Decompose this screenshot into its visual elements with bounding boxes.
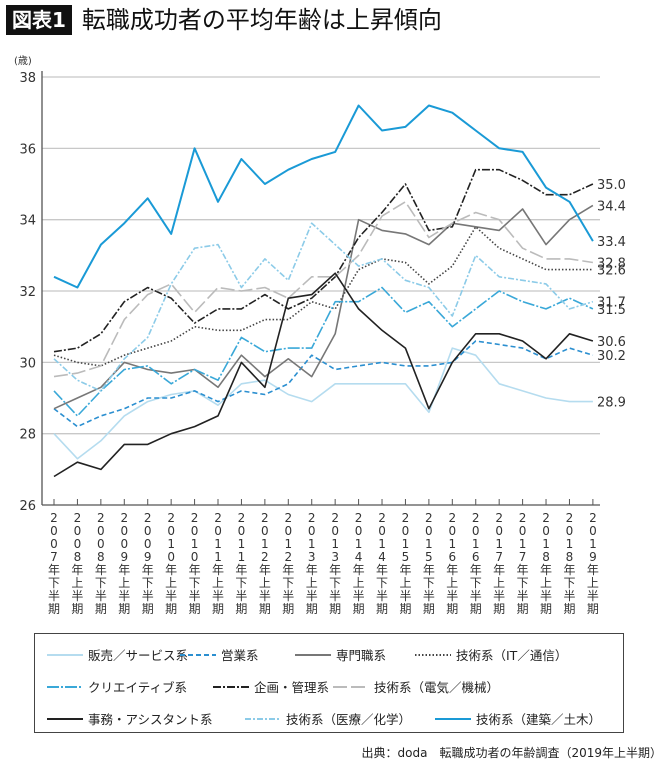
x-tick-label: 2 0 1 5 年下半期 [423,511,435,616]
x-tick-label: 2 0 0 9 年下半期 [142,511,154,616]
legend-item: 営業系 [180,645,259,664]
end-value-label: 34.4 [597,199,626,214]
x-tick-label: 2 0 0 8 年下半期 [95,511,107,616]
x-tick-label: 2 0 1 2 年下半期 [282,511,294,616]
legend-label: 技術系（電気／機械） [374,680,500,695]
x-tick-label: 2 0 1 9 年上半期 [587,511,599,616]
legend-label: 販売／サービス系 [88,648,189,663]
x-tick-label: 2 0 0 7 年下半期 [48,511,60,616]
x-tick-label: 2 0 1 5 年上半期 [399,511,411,616]
x-tick-label: 2 0 1 7 年上半期 [493,511,505,616]
series-line [53,168,594,353]
series-line [53,226,593,367]
end-value-label: 31.5 [597,303,626,318]
x-tick-label: 2 0 1 1 年下半期 [235,511,247,616]
chart-title: 図表1 転職成功者の平均年齢は上昇傾向 [6,5,442,35]
legend-item: 技術系（IT／通信） [415,645,567,664]
source-note: 出典：doda 転職成功者の年齢調査（2019年上半期） [361,746,662,760]
series-line [53,222,594,392]
legend-item: 販売／サービス系 [47,645,188,664]
x-tick-label: 2 0 1 6 年上半期 [446,511,458,616]
series-line [53,272,594,478]
legend-label: 営業系 [221,648,259,663]
series-line [53,347,593,460]
x-tick-label: 2 0 1 3 年下半期 [329,511,341,616]
legend-label: 事務・アシスタント系 [88,712,213,727]
x-tick-label: 2 0 1 8 年上半期 [540,511,552,616]
legend-swatch [47,653,83,656]
legend-swatch [435,717,471,720]
legend-item: 専門職系 [295,645,386,664]
y-tick-label: 32 [19,285,36,300]
legend-item: 企画・管理系 [213,677,329,696]
legend-item: 技術系（建築／土木） [435,709,601,728]
legend-item: 技術系（電気／機械） [333,677,499,696]
legend-swatch [180,653,216,656]
series-line [53,104,594,289]
legend-swatch [213,685,249,688]
x-tick-label: 2 0 1 1 年上半期 [212,511,224,616]
legend-swatch [47,685,83,688]
x-tick-label: 2 0 1 4 年上半期 [353,511,365,616]
x-tick-label: 2 0 0 8 年上半期 [71,511,83,616]
legend-label: 技術系（IT／通信） [456,648,568,663]
y-tick-label: 28 [19,428,36,443]
x-tick-label: 2 0 1 6 年下半期 [470,511,482,616]
series-line [53,201,594,378]
legend-label: クリエイティブ系 [88,680,188,695]
x-tick-label: 2 0 0 9 年上半期 [118,511,130,616]
end-value-label: 32.8 [597,256,626,271]
legend-item: 事務・アシスタント系 [47,709,213,728]
y-tick-label: 26 [19,499,36,514]
figure-badge: 図表1 [6,5,72,35]
legend-swatch [245,717,281,720]
series-line [53,204,594,410]
y-tick-label: 34 [19,214,36,229]
end-value-label: 31.7 [597,296,626,311]
legend-swatch [47,717,83,720]
y-tick-label: 30 [19,356,36,371]
legend-item: 技術系（医療／化学） [245,709,411,728]
end-value-label: 33.4 [597,235,626,250]
legend-swatch [333,685,369,688]
y-tick-label: 38 [19,71,36,86]
series-line [53,340,594,428]
end-value-label: 32.6 [597,264,626,279]
legend-swatch [295,653,331,656]
end-value-label: 28.9 [597,396,626,411]
x-tick-label: 2 0 1 3 年上半期 [306,511,318,616]
end-value-label: 30.6 [597,335,626,350]
legend-label: 技術系（医療／化学） [286,712,412,727]
x-tick-label: 2 0 1 7 年下半期 [517,511,529,616]
y-axis-unit: (歳) [14,55,32,67]
line-chart: (歳) 26 28 30 32 34 36 38 2 0 0 7 年下半期 2 0 0 8 年上半期 2 0 0 8 年下… [14,55,626,616]
legend-item: クリエイティブ系 [47,677,187,696]
series-line [53,286,594,417]
legend-label: 企画・管理系 [254,680,330,695]
x-tick-label: 2 0 1 8 年下半期 [563,511,575,616]
x-tick-label: 2 0 1 0 年上半期 [165,511,177,616]
end-value-label: 30.2 [597,349,626,364]
y-tick-label: 36 [19,142,36,157]
legend: 販売／サービス系 営業系 専門職系 技術系（IT／通信） クリエイティブ系 企画・管理系技… [34,633,624,733]
title-text: 転職成功者の平均年齢は上昇傾向 [81,6,442,34]
x-tick-label: 2 0 1 2 年上半期 [259,511,271,616]
legend-label: 技術系（建築／土木） [476,712,602,727]
end-value-label: 35.0 [597,178,626,193]
x-tick-label: 2 0 1 0 年下半期 [189,511,201,616]
legend-label: 専門職系 [336,648,387,663]
x-tick-label: 2 0 1 4 年下半期 [376,511,388,616]
legend-swatch [415,653,451,656]
